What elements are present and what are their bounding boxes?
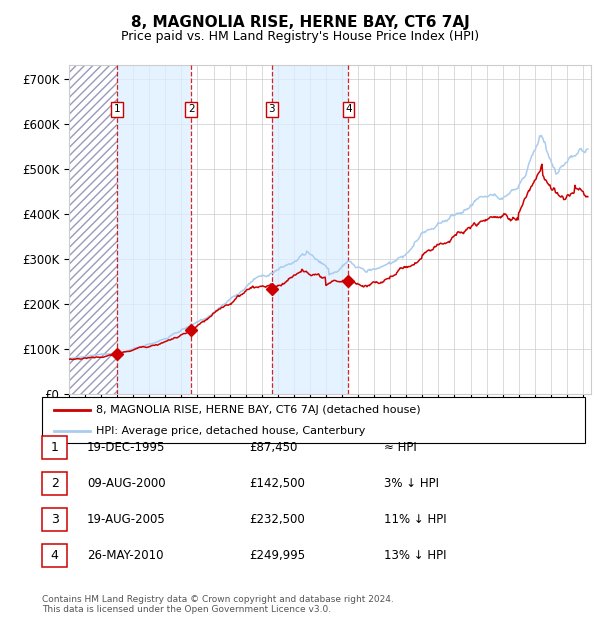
Text: 2: 2 <box>50 477 59 490</box>
Text: 8, MAGNOLIA RISE, HERNE BAY, CT6 7AJ: 8, MAGNOLIA RISE, HERNE BAY, CT6 7AJ <box>131 16 469 30</box>
Text: 1: 1 <box>113 104 120 115</box>
Text: £87,450: £87,450 <box>249 441 298 454</box>
Text: 4: 4 <box>345 104 352 115</box>
Text: 26-MAY-2010: 26-MAY-2010 <box>87 549 163 562</box>
Text: Contains HM Land Registry data © Crown copyright and database right 2024.
This d: Contains HM Land Registry data © Crown c… <box>42 595 394 614</box>
Bar <box>272 65 349 394</box>
Text: 2: 2 <box>188 104 194 115</box>
Text: 3: 3 <box>50 513 59 526</box>
Text: 3: 3 <box>269 104 275 115</box>
Bar <box>69 65 117 394</box>
Bar <box>117 65 191 394</box>
Text: £142,500: £142,500 <box>249 477 305 490</box>
Text: £249,995: £249,995 <box>249 549 305 562</box>
Text: 11% ↓ HPI: 11% ↓ HPI <box>384 513 446 526</box>
Text: 8, MAGNOLIA RISE, HERNE BAY, CT6 7AJ (detached house): 8, MAGNOLIA RISE, HERNE BAY, CT6 7AJ (de… <box>96 405 421 415</box>
Text: Price paid vs. HM Land Registry's House Price Index (HPI): Price paid vs. HM Land Registry's House … <box>121 30 479 43</box>
Text: 09-AUG-2000: 09-AUG-2000 <box>87 477 166 490</box>
Text: HPI: Average price, detached house, Canterbury: HPI: Average price, detached house, Cant… <box>96 427 365 436</box>
Text: ≈ HPI: ≈ HPI <box>384 441 417 454</box>
Text: 13% ↓ HPI: 13% ↓ HPI <box>384 549 446 562</box>
Text: 19-DEC-1995: 19-DEC-1995 <box>87 441 166 454</box>
Text: 19-AUG-2005: 19-AUG-2005 <box>87 513 166 526</box>
Text: 1: 1 <box>50 441 59 454</box>
Text: 4: 4 <box>50 549 59 562</box>
Text: £232,500: £232,500 <box>249 513 305 526</box>
Text: 3% ↓ HPI: 3% ↓ HPI <box>384 477 439 490</box>
